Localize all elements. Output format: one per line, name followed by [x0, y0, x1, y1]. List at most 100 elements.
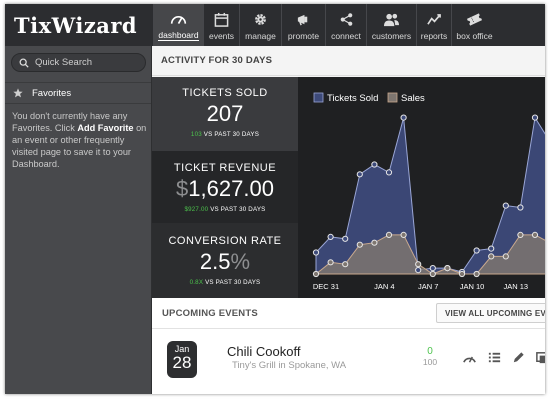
nav-box-office[interactable]: box office: [451, 4, 497, 46]
data-point-tickets[interactable]: [385, 169, 393, 176]
data-point-tickets[interactable]: [327, 233, 334, 240]
app-window: TixWizard dashboard events manage promot…: [5, 4, 545, 394]
data-point-sales[interactable]: [312, 270, 320, 278]
favorites-empty-message: You don't currently have any Favorites. …: [12, 110, 148, 170]
line-chart-icon: [426, 14, 441, 25]
data-point-sales[interactable]: [356, 241, 363, 248]
data-point-tickets[interactable]: [531, 114, 539, 121]
event-venue: Tiny's Grill in Spokane, WA: [232, 360, 347, 371]
data-point-tickets[interactable]: [415, 267, 422, 274]
data-point-tickets[interactable]: [400, 114, 407, 121]
nav-events-label: events: [208, 31, 235, 41]
data-point-sales[interactable]: [371, 239, 378, 246]
dashboard-icon[interactable]: [462, 350, 477, 365]
stat-revenue-currency: $: [176, 176, 189, 201]
stat-conversion-title: CONVERSION RATE: [168, 235, 282, 247]
quick-search[interactable]: [11, 53, 146, 72]
activity-chart[interactable]: Tickets Sold Sales DEC 31 JAN 4 JAN 7 JAN 1…: [298, 77, 545, 298]
edit-icon[interactable]: [511, 350, 526, 365]
stat-conversion-value-wrap: 2.5%: [152, 249, 298, 275]
stat-conversion-value: 2.5: [199, 249, 231, 274]
stat-revenue-suffix: VS PAST 30 DAYS: [208, 206, 266, 213]
star-icon: [13, 88, 23, 98]
stat-conversion-unit: %: [230, 249, 251, 274]
legend-label-sales: Sales: [401, 93, 425, 104]
data-point-sales[interactable]: [517, 231, 524, 238]
data-point-sales[interactable]: [429, 270, 436, 278]
activity-chart-svg: Tickets Sold Sales DEC 31 JAN 4 JAN 7 JAN 1…: [312, 92, 545, 291]
stats-panel: TICKETS SOLD 207 103 VS PAST 30 DAYS TIC…: [152, 77, 307, 298]
data-point-sales[interactable]: [415, 261, 422, 268]
event-day: 28: [172, 353, 192, 372]
stat-revenue-value: 1,627.00: [188, 176, 274, 201]
ticket-icon: [466, 13, 483, 26]
megaphone-icon: [297, 14, 308, 26]
data-point-sales[interactable]: [488, 253, 495, 260]
favorites-title: Favorites: [32, 87, 72, 99]
nav-dashboard[interactable]: dashboard: [153, 4, 203, 46]
data-point-sales[interactable]: [458, 270, 466, 278]
data-point-sales[interactable]: [531, 231, 539, 238]
stat-tickets-suffix: VS PAST 30 DAYS: [201, 131, 260, 138]
stat-conversion-suffix: VS PAST 30 DAYS: [203, 279, 261, 286]
sidebar: Favorites You don't currently have any F…: [5, 46, 152, 394]
x-tick-label: JAN 10: [460, 282, 485, 291]
stat-tickets-comparison: 103 VS PAST 30 DAYS: [152, 131, 298, 138]
data-point-sales[interactable]: [400, 231, 407, 238]
data-point-sales[interactable]: [473, 270, 480, 278]
stat-conversion-comparison: 0.8X VS PAST 30 DAYS: [152, 279, 298, 286]
stat-tickets-title: TICKETS SOLD: [182, 87, 268, 99]
box-office-icon[interactable]: [535, 350, 545, 365]
nav-customers-label: customers: [371, 31, 412, 41]
nav-dashboard-label: dashboard: [158, 30, 199, 41]
stat-revenue-title: TICKET REVENUE: [173, 162, 277, 174]
stat-conversion-rate[interactable]: CONVERSION RATE 2.5% 0.8X VS PAST 30 DAY…: [152, 223, 298, 298]
x-tick-label: DEC 31: [313, 282, 339, 291]
event-name[interactable]: Chili Cookoff: [227, 344, 301, 359]
data-point-tickets[interactable]: [473, 247, 480, 254]
data-point-sales[interactable]: [342, 261, 349, 268]
nav-customers[interactable]: customers: [366, 4, 416, 46]
x-tick-label: JAN 7: [418, 282, 438, 291]
event-tickets-sold: 0: [427, 346, 433, 357]
data-point-sales[interactable]: [444, 265, 451, 272]
stat-ticket-revenue[interactable]: TICKET REVENUE $1,627.00 $927.00 VS PAST…: [152, 151, 298, 223]
tixwizard-logo[interactable]: TixWizard: [14, 13, 138, 38]
top-navigation-bar: TixWizard dashboard events manage promot…: [5, 4, 545, 46]
chart-legend: Tickets Sold Sales: [313, 92, 425, 104]
data-point-sales[interactable]: [502, 253, 509, 260]
data-point-tickets[interactable]: [517, 204, 524, 211]
stat-tickets-sold[interactable]: TICKETS SOLD 207 103 VS PAST 30 DAYS: [152, 77, 298, 151]
data-point-tickets[interactable]: [502, 202, 509, 209]
quick-search-input[interactable]: [35, 57, 135, 68]
add-favorite-link[interactable]: Add Favorite: [77, 123, 134, 133]
view-all-upcoming-events-button[interactable]: VIEW ALL UPCOMING EVENTS: [436, 303, 545, 323]
main-content: ACTIVITY FOR 30 DAYS TICKETS SOLD 207 10…: [152, 46, 545, 394]
data-point-tickets[interactable]: [371, 161, 378, 168]
stat-tickets-delta: 103: [190, 131, 202, 138]
chart-points: [312, 114, 539, 278]
event-row[interactable]: Jan 28 Chili Cookoff Tiny's Grill in Spo…: [152, 329, 545, 394]
data-point-tickets[interactable]: [429, 265, 436, 272]
nav-reports[interactable]: reports: [416, 4, 451, 46]
list-icon[interactable]: [487, 350, 502, 365]
data-point-tickets[interactable]: [356, 171, 363, 178]
stat-revenue-comparison: $927.00 VS PAST 30 DAYS: [152, 206, 298, 213]
data-point-sales[interactable]: [327, 259, 334, 266]
data-point-tickets[interactable]: [342, 235, 349, 242]
data-point-tickets[interactable]: [488, 245, 495, 252]
event-month: Jan: [174, 344, 190, 354]
nav-promote[interactable]: promote: [281, 4, 325, 46]
main-nav: dashboard events manage promote connect …: [153, 4, 497, 46]
data-point-tickets[interactable]: [312, 249, 320, 256]
data-point-sales[interactable]: [385, 231, 393, 238]
nav-events[interactable]: events: [203, 4, 239, 46]
chart-areas: [314, 116, 545, 275]
favorites-text-2: on an event or other frequently visited …: [12, 123, 147, 169]
nav-connect[interactable]: connect: [325, 4, 366, 46]
search-icon: [19, 58, 29, 68]
nav-promote-label: promote: [287, 31, 320, 41]
nav-reports-label: reports: [420, 31, 448, 41]
nav-manage[interactable]: manage: [239, 4, 281, 46]
stat-revenue-delta: $927.00: [184, 206, 209, 213]
